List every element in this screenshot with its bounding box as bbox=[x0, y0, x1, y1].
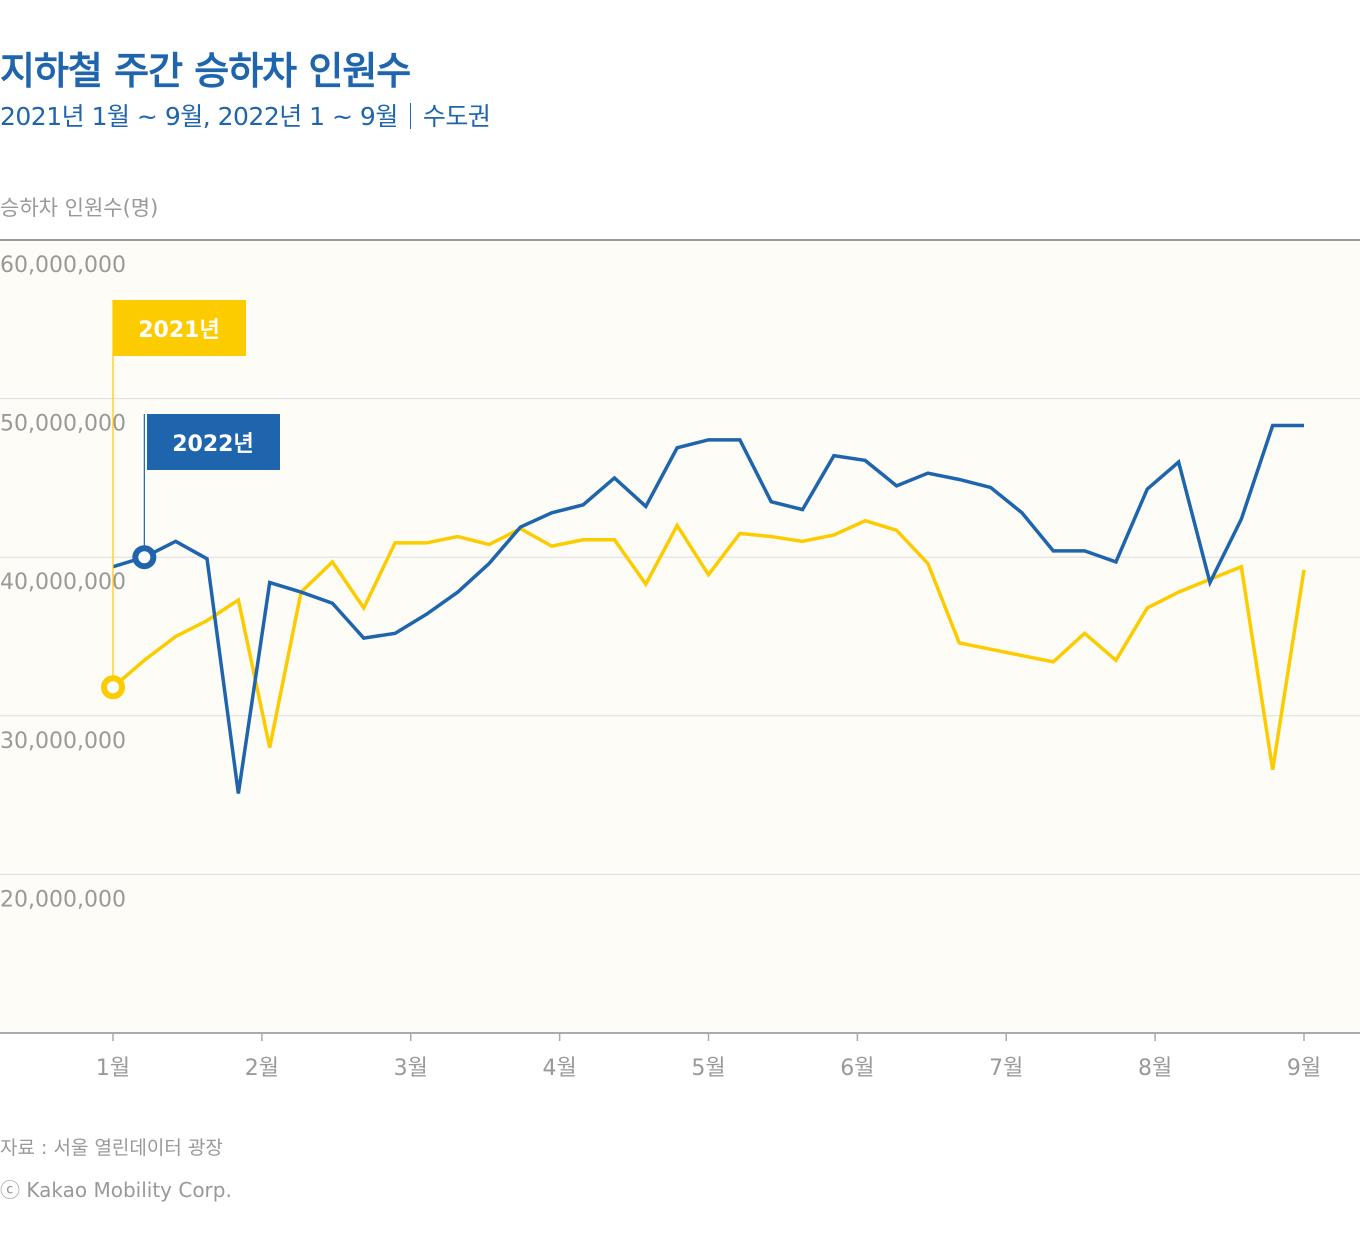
subtitle-region: 수도권 bbox=[422, 102, 491, 131]
y-tick-label: 20,000,000 bbox=[0, 887, 126, 912]
x-tick-label: 1월 bbox=[96, 1056, 130, 1081]
y-axis-label: 승하차 인원수(명) bbox=[0, 196, 159, 220]
plot-background bbox=[0, 240, 1360, 1033]
legend-marker bbox=[132, 545, 157, 570]
series-line-2022년 bbox=[112, 423, 1304, 794]
series-line-2021년 bbox=[111, 518, 1306, 770]
x-tick-label: 5월 bbox=[691, 1056, 725, 1081]
legend-flag bbox=[147, 414, 280, 470]
subtitle-period: 2021년 1월 ~ 9월, 2022년 1 ~ 9월 bbox=[0, 102, 398, 131]
x-tick-label: 2월 bbox=[245, 1056, 279, 1081]
subtitle-divider bbox=[409, 103, 411, 129]
x-tick-label: 7월 bbox=[989, 1056, 1023, 1081]
chart-title: 지하철 주간 승하차 인원수 bbox=[0, 49, 411, 93]
y-tick-label: 50,000,000 bbox=[0, 412, 126, 437]
legend-flag bbox=[113, 300, 246, 356]
x-tick-label: 9월 bbox=[1287, 1056, 1321, 1081]
copyright: ⓒ Kakao Mobility Corp. bbox=[0, 1178, 232, 1202]
legend-label: 2022년 bbox=[172, 432, 253, 457]
y-tick-label: 30,000,000 bbox=[0, 729, 126, 754]
x-tick-label: 3월 bbox=[394, 1056, 428, 1081]
legend-marker bbox=[101, 675, 125, 700]
source-note: 자료 : 서울 열린데이터 광장 bbox=[0, 1137, 223, 1159]
legend-label: 2021년 bbox=[138, 318, 219, 343]
chart-subtitle: 2021년 1월 ~ 9월, 2022년 1 ~ 9월 수도권 bbox=[0, 97, 491, 133]
x-tick-label: 8월 bbox=[1138, 1056, 1172, 1081]
x-tick-label: 4월 bbox=[543, 1056, 577, 1081]
x-tick-label: 6월 bbox=[840, 1056, 874, 1081]
y-tick-label: 60,000,000 bbox=[0, 253, 126, 278]
y-tick-label: 40,000,000 bbox=[0, 570, 126, 595]
line-chart: 20,000,000 30,000,000 40,000,000 50,000,000… bbox=[0, 239, 1360, 1081]
